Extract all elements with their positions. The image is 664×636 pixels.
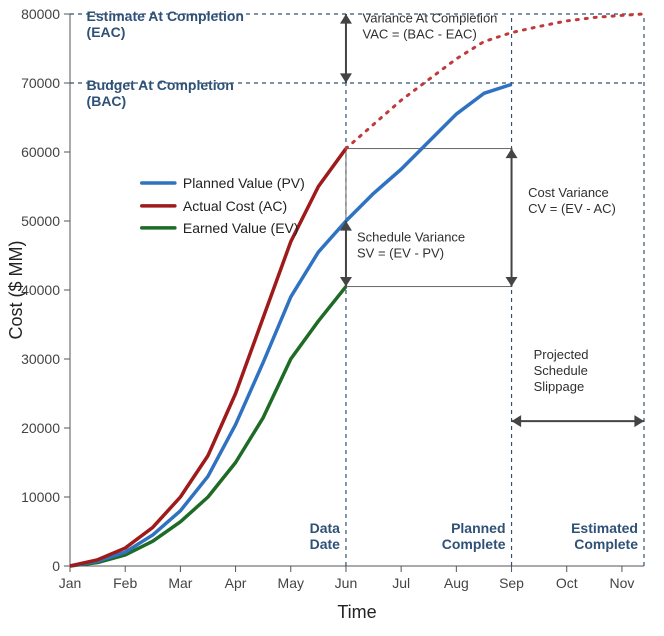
x-tick-label: May bbox=[278, 575, 304, 591]
legend-label: Planned Value (PV) bbox=[183, 175, 305, 191]
legend-label: Earned Value (EV) bbox=[183, 220, 299, 236]
y-tick-label: 50000 bbox=[21, 213, 60, 229]
x-tick-label: Jan bbox=[59, 575, 82, 591]
chart-svg: 0 10000 20000 30000 40000 50000 60000 70000 8000… bbox=[0, 0, 664, 636]
annotation-line: CV = (EV - AC) bbox=[528, 201, 616, 216]
annotation-line: Budget At Completion bbox=[87, 77, 234, 93]
annotation-line: Projected bbox=[534, 347, 589, 362]
annotation-line: Planned bbox=[451, 520, 505, 536]
annotation-line: Estimate At Completion bbox=[87, 8, 244, 24]
annotation-slip: ProjectedScheduleSlippage bbox=[534, 347, 589, 394]
y-tick-label: 70000 bbox=[21, 75, 60, 91]
annotation-line: VAC = (BAC - EAC) bbox=[363, 26, 477, 41]
y-tick-label: 10000 bbox=[21, 489, 60, 505]
annotation-line: Schedule bbox=[534, 363, 588, 378]
x-tick-label: Oct bbox=[556, 575, 578, 591]
y-tick-label: 60000 bbox=[21, 144, 60, 160]
y-axis-label: Cost ($ MM) bbox=[6, 241, 26, 340]
annotation-est_c: EstimatedComplete bbox=[571, 520, 638, 552]
annotation-line: Variance At Completion bbox=[363, 10, 498, 25]
annotation-line: Data bbox=[310, 520, 341, 536]
annotation-line: SV = (EV - PV) bbox=[357, 246, 444, 261]
annotation-line: (EAC) bbox=[87, 24, 126, 40]
annotation-cv: Cost VarianceCV = (EV - AC) bbox=[528, 185, 616, 216]
x-tick-label: Jun bbox=[335, 575, 358, 591]
annotation-line: Slippage bbox=[534, 379, 585, 394]
x-tick-label: Mar bbox=[168, 575, 192, 591]
annotation-line: Estimated bbox=[571, 520, 638, 536]
x-tick-label: Apr bbox=[225, 575, 247, 591]
annotation-line: Cost Variance bbox=[528, 185, 609, 200]
y-tick-label: 0 bbox=[52, 558, 60, 574]
x-axis-label: Time bbox=[337, 602, 376, 622]
x-tick-label: Sep bbox=[499, 575, 524, 591]
y-tick-label: 20000 bbox=[21, 420, 60, 436]
annotation-line: Schedule Variance bbox=[357, 230, 465, 245]
legend-label: Actual Cost (AC) bbox=[183, 198, 287, 214]
x-tick-label: Aug bbox=[444, 575, 469, 591]
x-tick-label: Jul bbox=[392, 575, 410, 591]
evm-chart: 0 10000 20000 30000 40000 50000 60000 70000 8000… bbox=[0, 0, 664, 636]
x-tick-label: Nov bbox=[609, 575, 634, 591]
y-tick-label: 80000 bbox=[21, 6, 60, 22]
annotation-data_date: DataDate bbox=[310, 520, 341, 552]
annotation-line: Complete bbox=[442, 536, 506, 552]
annotation-plan_c: PlannedComplete bbox=[442, 520, 506, 552]
annotation-line: Complete bbox=[574, 536, 638, 552]
annotation-line: (BAC) bbox=[87, 93, 127, 109]
annotation-line: Date bbox=[310, 536, 341, 552]
y-tick-label: 30000 bbox=[21, 351, 60, 367]
y-tick-label: 40000 bbox=[21, 282, 60, 298]
x-tick-label: Feb bbox=[113, 575, 137, 591]
